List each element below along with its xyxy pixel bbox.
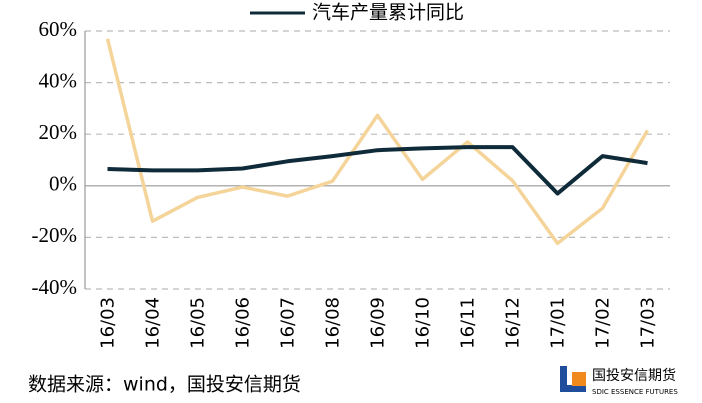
y-tick-label: -40% <box>32 275 78 299</box>
x-tick-label: 16/11 <box>458 297 479 349</box>
y-tick-label: 0% <box>49 172 77 196</box>
x-tick-label: 16/10 <box>413 297 434 349</box>
logo: 国投安信期货 SDIC ESSENCE FUTURES <box>560 366 678 396</box>
source-note: 数据来源：wind，国投安信期货 <box>28 374 301 396</box>
x-tick-label: 16/04 <box>143 297 164 349</box>
y-tick-label: 20% <box>39 120 78 144</box>
x-tick-label: 17/01 <box>548 297 569 349</box>
logo-text: 国投安信期货 <box>592 367 676 384</box>
x-tick-label: 16/06 <box>233 297 254 349</box>
x-tick-label: 16/05 <box>188 297 209 349</box>
logo-mark <box>572 372 586 386</box>
logo-subtext: SDIC ESSENCE FUTURES <box>592 388 678 396</box>
x-tick-label: 16/12 <box>503 297 524 349</box>
x-tick-label: 16/03 <box>98 297 119 349</box>
series-line <box>107 145 648 196</box>
x-tick-label: 17/03 <box>638 297 659 349</box>
chart-title: 汽车产量累计同比 <box>312 2 464 24</box>
x-tick-label: 16/08 <box>323 297 344 349</box>
y-tick-label: 60% <box>39 17 78 41</box>
x-tick-label: 16/07 <box>278 297 299 349</box>
y-tick-label: 40% <box>39 68 78 92</box>
series-line <box>105 38 650 246</box>
y-tick-label: -20% <box>32 223 78 247</box>
x-tick-label: 17/02 <box>593 297 614 349</box>
x-tick-label: 16/09 <box>368 297 389 349</box>
